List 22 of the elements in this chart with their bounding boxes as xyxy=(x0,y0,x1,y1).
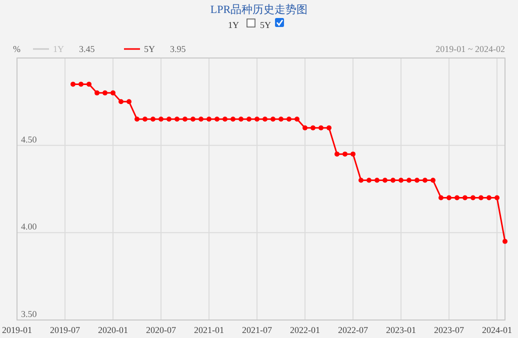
series-toggles: 1Y 5Y xyxy=(228,18,284,30)
legend-label: 5Y xyxy=(144,44,156,54)
x-tick-label: 2019-07 xyxy=(50,325,80,335)
x-tick-label: 2022-01 xyxy=(290,325,320,335)
text: 3.45 xyxy=(79,44,95,54)
x-tick-label: 2021-01 xyxy=(194,325,224,335)
text: 2019-01 ~ 2024-02 xyxy=(436,44,505,54)
y-tick-label: 4.00 xyxy=(21,222,38,232)
text: 3.95 xyxy=(170,44,186,54)
x-tick-label: 2023-01 xyxy=(386,325,416,335)
x-tick-label: 2019-01 xyxy=(2,325,32,335)
x-tick-label: 2024-01 xyxy=(482,325,512,335)
title: LPR品种历史走势图 xyxy=(210,4,308,16)
x-tick-label: 2021-07 xyxy=(242,325,272,335)
legend-label: 1Y xyxy=(53,44,64,54)
x-tick-label: 2020-01 xyxy=(98,325,128,335)
x-tick-label: 2022-07 xyxy=(338,325,368,335)
ylabel: % xyxy=(13,44,20,54)
x-tick-label: 2023-07 xyxy=(434,325,464,335)
x-tick-label: 2020-07 xyxy=(146,325,176,335)
y-tick-label: 3.50 xyxy=(21,309,38,319)
y-tick-label: 4.50 xyxy=(21,134,38,144)
